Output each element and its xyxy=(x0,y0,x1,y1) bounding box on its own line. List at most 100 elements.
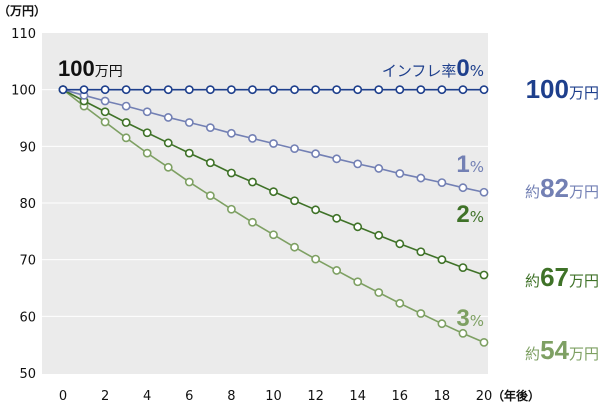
start-value-label: 100万円 xyxy=(58,56,123,81)
end-value-label-1-number: 82 xyxy=(540,173,569,203)
data-point-s1-16 xyxy=(395,169,405,178)
data-point-s3-12 xyxy=(311,254,320,264)
end-value-label-2-prefix: 約 xyxy=(525,272,540,290)
data-point-s1-2 xyxy=(100,96,110,106)
data-point-s2-18 xyxy=(437,255,447,265)
data-point-s1-7 xyxy=(205,123,215,133)
y-tick-label-80: 80 xyxy=(19,197,36,212)
end-value-label-0-number: 100 xyxy=(526,74,569,104)
x-tick-label-16: 16 xyxy=(392,389,409,404)
data-point-s2-9 xyxy=(248,177,257,187)
data-point-s1-9 xyxy=(248,133,257,143)
rate-label-1-number: 1 xyxy=(456,151,469,178)
rate-label-0-number: 0 xyxy=(456,55,469,82)
start-value-label-number: 100 xyxy=(58,56,95,81)
data-point-s3-13 xyxy=(332,266,342,275)
x-tick-label-4: 4 xyxy=(143,389,151,404)
data-point-s3-10 xyxy=(269,230,278,240)
x-tick-label-12: 12 xyxy=(307,389,324,404)
data-point-s0-7 xyxy=(205,85,215,95)
data-point-s2-6 xyxy=(184,148,194,158)
data-point-s0-16 xyxy=(395,85,405,95)
data-point-s2-2 xyxy=(100,107,110,117)
data-point-s3-6 xyxy=(184,177,194,187)
data-point-s1-5 xyxy=(163,113,173,122)
data-point-s1-11 xyxy=(290,144,299,153)
data-point-s3-11 xyxy=(290,242,299,252)
end-value-label-2-number: 67 xyxy=(540,262,569,292)
data-point-s0-13 xyxy=(332,85,342,95)
data-point-s3-5 xyxy=(163,162,173,172)
rate-label-3-number: 3 xyxy=(456,305,469,332)
data-point-s2-7 xyxy=(205,158,215,168)
data-point-s0-10 xyxy=(269,85,278,95)
data-point-s1-3 xyxy=(121,101,131,111)
data-point-s1-8 xyxy=(226,128,236,138)
series-lines xyxy=(58,85,489,347)
data-point-s2-4 xyxy=(142,128,152,138)
data-point-s2-13 xyxy=(332,213,342,223)
end-value-label-3-prefix: 約 xyxy=(525,345,540,363)
data-point-s0-8 xyxy=(226,85,236,95)
data-point-s2-16 xyxy=(395,239,405,249)
data-point-s3-16 xyxy=(395,298,405,308)
data-point-s2-8 xyxy=(226,168,236,178)
rate-label-2-number: 2 xyxy=(456,201,469,228)
y-tick-label-90: 90 xyxy=(19,140,36,155)
data-point-s2-3 xyxy=(121,118,131,127)
data-point-s2-5 xyxy=(163,138,173,148)
data-point-s0-19 xyxy=(458,85,468,95)
data-point-s1-10 xyxy=(269,139,278,148)
data-point-s2-11 xyxy=(290,196,299,206)
data-point-s3-7 xyxy=(205,191,215,201)
end-value-label-3-unit: 万円 xyxy=(569,345,599,363)
end-value-label-3: 約54万円 xyxy=(525,335,599,365)
data-point-s0-12 xyxy=(311,85,320,95)
start-value-label-unit: 万円 xyxy=(95,64,123,80)
y-tick-label-60: 60 xyxy=(19,310,36,325)
data-point-s0-5 xyxy=(163,85,173,95)
data-point-s3-4 xyxy=(142,148,152,158)
data-point-s3-2 xyxy=(100,117,110,127)
x-tick-label-2: 2 xyxy=(101,389,109,404)
y-tick-label-110: 110 xyxy=(11,27,36,42)
data-point-s2-14 xyxy=(353,222,363,232)
x-tick-label-18: 18 xyxy=(434,389,451,404)
rate-label-1: 1% xyxy=(456,151,484,178)
data-point-s0-20 xyxy=(479,85,489,95)
data-point-s1-13 xyxy=(332,154,342,164)
end-value-label-2-unit: 万円 xyxy=(569,272,599,290)
data-point-s0-1 xyxy=(79,85,89,95)
data-point-s0-18 xyxy=(437,85,447,95)
data-point-s3-18 xyxy=(437,319,447,329)
data-point-s1-17 xyxy=(416,173,426,183)
rate-label-2-unit: % xyxy=(470,208,484,226)
data-point-s2-15 xyxy=(374,230,384,240)
data-point-s1-20 xyxy=(479,187,489,197)
end-value-label-1-prefix: 約 xyxy=(525,183,540,201)
data-point-s3-3 xyxy=(121,133,131,143)
data-point-s0-17 xyxy=(416,85,426,95)
x-axis-unit-label: （年後） xyxy=(492,388,540,403)
data-point-s0-6 xyxy=(184,85,194,95)
data-point-s0-14 xyxy=(353,85,363,95)
rate-label-0-prefix: インフレ率 xyxy=(382,62,457,80)
end-value-label-1: 約82万円 xyxy=(525,173,599,203)
data-point-s2-10 xyxy=(269,187,278,197)
grid-lines xyxy=(42,89,488,317)
data-point-s3-20 xyxy=(479,337,489,347)
data-point-s1-4 xyxy=(142,107,152,117)
data-point-s1-12 xyxy=(311,149,320,159)
y-axis-unit-label: （万円） xyxy=(0,3,46,18)
x-tick-label-0: 0 xyxy=(59,389,67,404)
data-point-s0-2 xyxy=(100,85,110,95)
x-tick-label-10: 10 xyxy=(265,389,282,404)
data-point-s0-4 xyxy=(142,85,152,95)
rate-label-3: 3% xyxy=(456,305,484,332)
end-value-label-1-unit: 万円 xyxy=(569,183,599,201)
data-point-s3-9 xyxy=(248,217,257,227)
data-point-s2-12 xyxy=(311,205,320,215)
data-point-s3-14 xyxy=(353,277,363,287)
